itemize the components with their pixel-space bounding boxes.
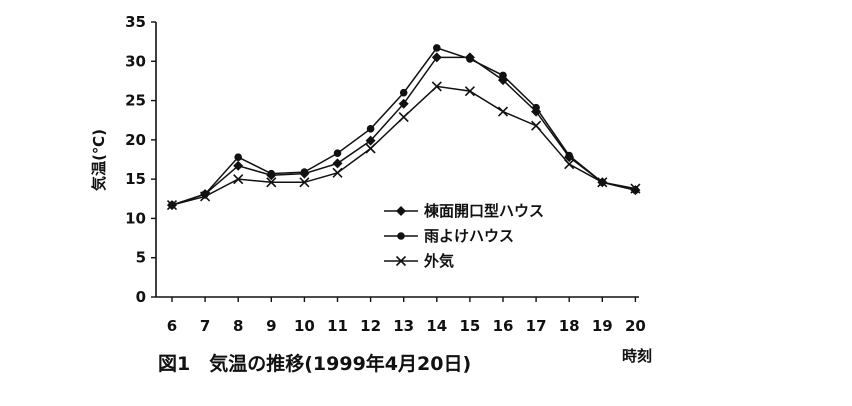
y-axis-title: 気温(℃) xyxy=(90,129,108,191)
y-tick-label: 25 xyxy=(125,92,146,110)
data-point xyxy=(399,88,408,97)
x-tick-label: 19 xyxy=(592,317,613,335)
data-point xyxy=(366,125,375,133)
data-point xyxy=(565,151,573,160)
x-tick-label: 18 xyxy=(559,317,580,335)
data-point xyxy=(431,52,442,63)
legend-marker xyxy=(397,232,405,240)
data-point xyxy=(531,120,542,131)
data-point xyxy=(166,200,178,211)
x-tick-label: 14 xyxy=(426,317,447,335)
data-point xyxy=(398,112,409,123)
x-axis-title: 時刻 xyxy=(622,347,652,365)
x-tick-label: 17 xyxy=(526,317,547,335)
y-tick-label: 20 xyxy=(125,131,146,149)
legend-label: 外気 xyxy=(423,252,454,270)
data-point xyxy=(233,160,244,171)
x-tick-label: 12 xyxy=(360,317,381,335)
data-point xyxy=(464,86,475,97)
series-2 xyxy=(168,44,640,209)
y-tick-label: 35 xyxy=(125,13,146,31)
legend-label: 棟面開口型ハウス xyxy=(424,202,544,220)
y-tick-label: 0 xyxy=(136,288,146,306)
x-tick-label: 16 xyxy=(493,317,514,335)
x-tick-label: 10 xyxy=(294,317,315,335)
data-point xyxy=(333,149,342,158)
x-tick-label: 15 xyxy=(459,317,480,335)
legend-item: 雨よけハウス xyxy=(384,227,514,245)
figure-caption: 図1 気温の推移(1999年4月20日) xyxy=(158,352,471,375)
data-point xyxy=(431,81,442,92)
x-tick-label: 7 xyxy=(200,317,210,335)
data-point xyxy=(564,159,575,170)
data-point xyxy=(233,174,244,185)
data-point xyxy=(497,106,509,117)
data-point xyxy=(532,103,540,112)
data-point xyxy=(267,169,276,178)
data-point xyxy=(466,55,474,63)
data-point xyxy=(332,158,343,169)
x-tick-label: 8 xyxy=(233,317,243,335)
legend-label: 雨よけハウス xyxy=(424,227,514,245)
data-point xyxy=(200,191,211,202)
series-1 xyxy=(167,52,641,211)
legend-item: 棟面開口型ハウス xyxy=(384,202,544,220)
data-point xyxy=(300,168,309,176)
x-tick-label: 9 xyxy=(266,317,276,335)
data-point xyxy=(266,177,277,188)
data-point xyxy=(299,177,310,188)
data-point xyxy=(433,44,441,52)
legend-marker xyxy=(396,206,406,216)
y-tick-label: 15 xyxy=(125,170,146,188)
data-point xyxy=(597,177,608,188)
x-tick-label: 13 xyxy=(393,317,414,335)
data-point xyxy=(630,183,641,194)
data-point xyxy=(499,71,507,80)
data-point xyxy=(365,135,376,146)
x-tick-label: 11 xyxy=(327,317,348,335)
data-point xyxy=(234,153,242,161)
y-tick-label: 30 xyxy=(125,52,146,70)
legend-marker xyxy=(395,255,407,267)
data-point xyxy=(332,167,343,178)
data-point xyxy=(365,143,376,154)
series-3 xyxy=(166,81,641,211)
x-axis-ticks: 6 7 8 9 10 11 12 13 14 15 16 17 18 19 20 xyxy=(167,297,646,335)
legend-item: 外気 xyxy=(384,252,454,270)
x-tick-label: 20 xyxy=(625,317,646,335)
data-point xyxy=(398,98,409,109)
series-layer xyxy=(166,44,641,211)
x-tick-label: 6 xyxy=(167,317,177,335)
y-tick-label: 10 xyxy=(125,209,146,227)
y-tick-label: 5 xyxy=(136,249,146,267)
y-axis-ticks: 0 5 10 15 20 25 30 35 xyxy=(125,13,156,306)
